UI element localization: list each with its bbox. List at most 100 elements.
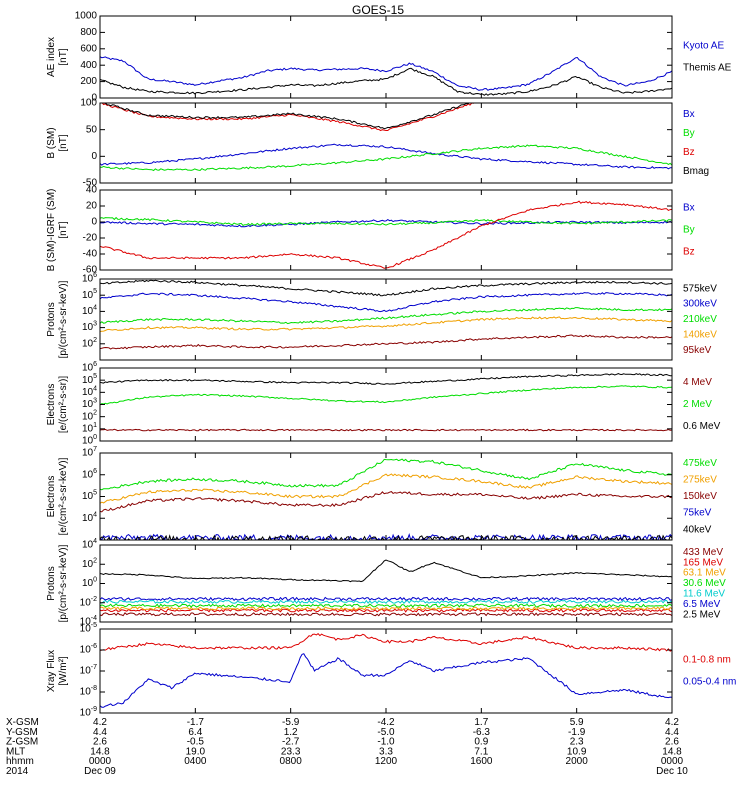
y-axis-label: AE index	[46, 37, 57, 77]
bottom-axis-value: 1200	[375, 756, 398, 767]
bottom-axis-table: X-GSMY-GSMZ-GSMMLThhmm20144.24.42.614.80…	[6, 717, 688, 777]
figure-title: GOES-15	[352, 3, 404, 17]
y-tick-label: 10-5	[80, 622, 97, 635]
bottom-row-label: X-GSM	[6, 717, 39, 728]
panel-frame	[99, 102, 673, 184]
bottom-axis-value: 5.9	[570, 717, 584, 728]
bottom-axis-value: 0000	[661, 756, 684, 767]
bottom-axis-value: Dec 09	[84, 766, 116, 777]
y-tick-label: 50	[86, 124, 98, 135]
panel-frame	[99, 15, 673, 99]
series-line-2	[100, 385, 672, 406]
legend-entry: 11.6 MeV	[683, 589, 725, 600]
series-line-3	[100, 200, 672, 269]
legend-entry: 0.6 MeV	[683, 421, 721, 432]
bottom-row-label: 2014	[6, 766, 29, 777]
series-line-4	[103, 103, 471, 130]
y-tick-label: 10-6	[80, 643, 97, 656]
y-tick-label: 102	[82, 557, 97, 570]
bottom-axis-value: -2.7	[282, 737, 300, 748]
y-tick-label: 103	[82, 397, 97, 410]
panel-3: 40 20 0 -20 -40 -60 B (SM)-IGRF (SM) [nT] Bx By Bz	[46, 185, 695, 276]
bottom-axis-value: 4.2	[665, 717, 679, 728]
series-line-2	[100, 216, 672, 226]
legend-entry: Kyoto AE	[683, 41, 724, 52]
series-line-3	[101, 103, 478, 132]
series-line-2	[100, 144, 672, 172]
bottom-row-label: MLT	[6, 746, 25, 757]
y-tick-label: 10-7	[80, 664, 97, 677]
y-tick-label: 0	[91, 151, 97, 162]
bottom-axis-value: 2000	[566, 756, 589, 767]
legend-entry: 275keV	[683, 475, 717, 486]
legend-entry: Bx	[683, 203, 695, 214]
bottom-axis-value: 2.6	[93, 737, 107, 748]
legend-entry: 0.05-0.4 nm	[683, 677, 736, 688]
y-tick-label: 1000	[75, 11, 98, 22]
bottom-axis-value: -1.9	[568, 727, 586, 738]
legend-entry: 210keV	[683, 314, 717, 325]
y-axis-label: [nT]	[58, 221, 69, 238]
panel-1: 1000 800 600 400 200 0 AE index [nT] Kyoto AE The…	[46, 11, 732, 104]
series-line-4	[100, 603, 672, 608]
y-tick-label: 100	[82, 434, 97, 447]
bottom-axis-value: -6.3	[473, 727, 491, 738]
y-tick-label: 106	[82, 361, 97, 374]
bottom-axis-value: 0000	[89, 756, 112, 767]
legend-entry: 140keV	[683, 330, 717, 341]
series-line-5	[100, 599, 672, 605]
y-axis-label: [nT]	[58, 134, 69, 151]
bottom-axis-value: -1.0	[377, 737, 395, 748]
bottom-axis-value: 1600	[470, 756, 493, 767]
legend-entry: 150keV	[683, 491, 717, 502]
bottom-axis-value: 14.8	[90, 746, 110, 757]
y-tick-label: 200	[80, 76, 97, 87]
legend-entry: 2.5 MeV	[683, 609, 721, 620]
bottom-axis-value: 2.6	[665, 737, 679, 748]
bottom-axis-value: 19.0	[186, 746, 206, 757]
legend-entry: 433 MeV	[683, 547, 723, 558]
series-line-1	[100, 428, 672, 432]
y-tick-label: 104	[82, 511, 97, 524]
bottom-axis-value: 2.3	[570, 737, 584, 748]
bottom-row-label: hhmm	[6, 756, 34, 767]
series-line-2	[100, 292, 672, 313]
bottom-axis-value: Dec 10	[656, 766, 688, 777]
series-line-4	[100, 316, 672, 332]
y-tick-label: 800	[80, 27, 97, 38]
y-tick-label: 100	[82, 576, 97, 589]
legend-entry: By	[683, 225, 695, 236]
y-tick-label: 105	[82, 288, 97, 301]
y-axis-label: Electrons	[46, 476, 57, 518]
legend-entry: Bx	[683, 109, 695, 120]
y-axis-label: [e/(cm²-s-sr-keV)]	[58, 457, 69, 535]
y-axis-label: [p/(cm²-s-sr-keV)]	[58, 544, 69, 622]
series-line-1	[100, 143, 672, 170]
bottom-axis-value: 23.3	[281, 746, 301, 757]
bottom-axis-value: 10.9	[567, 746, 587, 757]
y-axis-label: B (SM)	[46, 127, 57, 158]
y-axis-label: [W/m²]	[58, 656, 69, 686]
legend-entry: 300keV	[683, 299, 717, 310]
legend-entry: Bz	[683, 247, 695, 258]
bottom-axis-value: -4.2	[377, 717, 395, 728]
bottom-axis-value: 0.9	[474, 737, 488, 748]
legend-entry: Themis AE	[683, 63, 732, 74]
y-tick-label: 102	[82, 337, 97, 350]
bottom-axis-value: 4.4	[93, 727, 107, 738]
series-line-1	[100, 612, 672, 617]
series-line-3	[100, 491, 672, 513]
bottom-axis-value: 1.7	[474, 717, 488, 728]
panel-2: 100 50 0 -50 B (SM) [nT] Bx By Bz Bmag	[46, 98, 709, 189]
y-tick-label: 104	[82, 538, 97, 551]
y-tick-label: -50	[83, 178, 98, 189]
y-tick-label: 10-8	[80, 685, 97, 698]
y-tick-label: 600	[80, 43, 97, 54]
y-tick-label: 0	[91, 217, 97, 228]
legend-entry: 30.6 MeV	[683, 578, 726, 589]
bottom-axis-value: 0800	[280, 756, 303, 767]
legend-entry: 75keV	[683, 508, 712, 519]
bottom-axis-value: 0400	[184, 756, 207, 767]
y-tick-label: 40	[86, 185, 98, 196]
